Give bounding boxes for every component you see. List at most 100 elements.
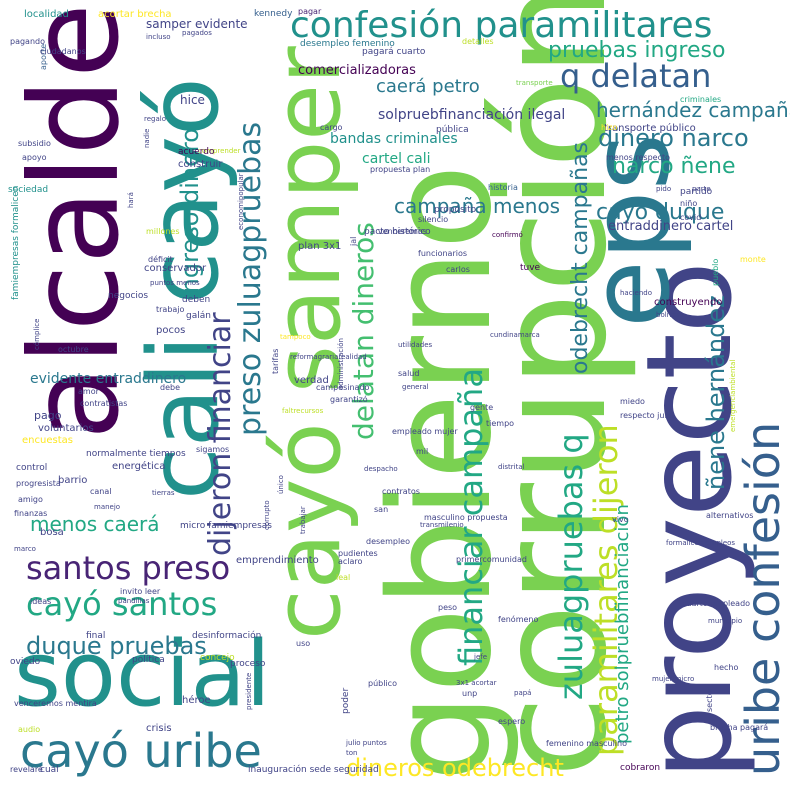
cloud-word: manejo (94, 503, 121, 511)
cloud-word: mil (416, 447, 429, 456)
cloud-word: aclaro (338, 557, 363, 566)
cloud-word: cómplice (33, 318, 41, 350)
cloud-word: partido (680, 187, 713, 197)
cloud-word: sigamos (196, 445, 230, 454)
cloud-word: cuarto empleado (682, 599, 751, 608)
cloud-word: despacho (364, 465, 398, 473)
cloud-word: leal (336, 573, 351, 582)
cloud-word: política (132, 655, 165, 665)
cloud-word: voluntarios (38, 423, 94, 434)
cloud-word: poder (341, 687, 351, 714)
cloud-word: puntos menos (150, 279, 200, 287)
cloud-word: debe (160, 383, 180, 392)
cloud-word: revelaré (10, 765, 43, 774)
cloud-word: detalles (462, 37, 494, 46)
cloud-word: bolivar (656, 311, 680, 319)
cloud-word: construir (178, 159, 223, 170)
cloud-word: trabajar (299, 506, 307, 534)
cloud-word: municipio (708, 617, 743, 625)
cloud-word: alternativos (706, 511, 754, 520)
cloud-word: jefe (474, 653, 488, 661)
cloud-word: público (368, 679, 397, 688)
cloud-word: social (14, 622, 271, 727)
cloud-word: unp (462, 689, 478, 698)
cloud-word: trabajo (156, 305, 185, 314)
cloud-word: transporte (516, 79, 553, 87)
cloud-word: tampoco (280, 333, 311, 341)
cloud-word: primercomunidad (456, 555, 527, 564)
cloud-word: concejo (200, 653, 235, 663)
cloud-word: q delatan (560, 57, 712, 95)
cloud-word: hecho (714, 663, 739, 672)
cloud-word: incluso (146, 33, 171, 41)
cloud-word: mujer micro (652, 675, 695, 683)
cloud-word: amigo (18, 495, 43, 504)
cloud-word: monte (740, 255, 766, 264)
cloud-word: tiempo (486, 419, 515, 428)
cloud-word: pagar (298, 7, 322, 16)
cloud-word: ton (346, 749, 358, 757)
cloud-word: plan 3x1 (298, 241, 342, 252)
cloud-word: preso zuluagpruebas (233, 121, 268, 436)
cloud-word: femenino masculino (546, 739, 627, 748)
cloud-word: dineros odebrecht (346, 754, 564, 782)
cloud-word: julio puntos (346, 739, 387, 747)
cloud-word: sector (705, 687, 714, 712)
cloud-word: venceremos mentira (14, 699, 97, 708)
cloud-word: delatan dineros (347, 222, 380, 440)
cloud-word: pudientes (338, 549, 378, 558)
cloud-word: carlos (446, 265, 470, 274)
cloud-word: dijeron financiar (203, 312, 238, 556)
cloud-word: normalmente tiempos (86, 449, 186, 459)
cloud-word: ciudadanos (40, 47, 86, 56)
cloud-word: marco (14, 545, 36, 553)
cloud-word: distrital (498, 463, 525, 471)
cloud-word: crisis (146, 723, 172, 734)
cloud-word: brecha pagará (710, 723, 769, 732)
cloud-word: progresista (16, 479, 61, 488)
cloud-word: hernández campaña (596, 98, 790, 122)
cloud-word: pueblo (711, 258, 720, 286)
cloud-word: peso (438, 603, 458, 612)
cloud-word: contratistas (80, 399, 128, 408)
cloud-word: garantizó (330, 395, 368, 404)
cloud-word: faltrecursos (282, 407, 324, 415)
cloud-word: conservador (144, 263, 207, 274)
cloud-word: control (16, 463, 48, 473)
cloud-word: presidente (245, 672, 253, 710)
cloud-word: cuál (40, 765, 59, 775)
cloud-word: fenómeno (498, 615, 539, 624)
cloud-word: barrio (58, 475, 88, 486)
cloud-word: desinformación (192, 631, 262, 641)
cloud-word: bandas criminales (330, 131, 458, 147)
cloud-word: apoyo (22, 153, 47, 162)
cloud-word: único (277, 475, 285, 494)
cloud-word: pagará cuarto (362, 47, 426, 57)
cloud-word: ñene hernández (702, 295, 730, 490)
cloud-word: transmilenio (420, 521, 464, 529)
cloud-word: pagados (182, 29, 212, 37)
cloud-word: héroe (182, 695, 211, 706)
cloud-word: venceremos (378, 227, 427, 236)
cloud-word: criminales (680, 95, 722, 104)
cloud-word: proceso (230, 659, 266, 669)
cloud-word: pandillas (118, 597, 150, 605)
cloud-word: desempleo (366, 537, 410, 546)
cloud-word: menos respecto (606, 153, 671, 162)
cloud-word: cobraron (620, 763, 661, 773)
cloud-word: tuve (520, 263, 541, 273)
cloud-word: micro famiempresas (180, 521, 272, 531)
cloud-word: parte (692, 185, 711, 193)
cloud-word: pruebas ingreso (548, 38, 726, 63)
cloud-word: economipopular (237, 173, 245, 230)
cloud-word: galán (186, 311, 211, 321)
cloud-word: propósito (434, 205, 477, 215)
cloud-word: acuerdo (178, 147, 215, 157)
cloud-word: santos preso (26, 549, 231, 587)
cloud-word: corrupto (263, 500, 271, 530)
cloud-word: respecto julio (620, 411, 674, 420)
cloud-word: gente (470, 403, 494, 412)
cloud-word: pagando (10, 37, 46, 46)
cloud-word: haciendo (620, 289, 652, 297)
cloud-word: propuesta plan (370, 165, 431, 174)
